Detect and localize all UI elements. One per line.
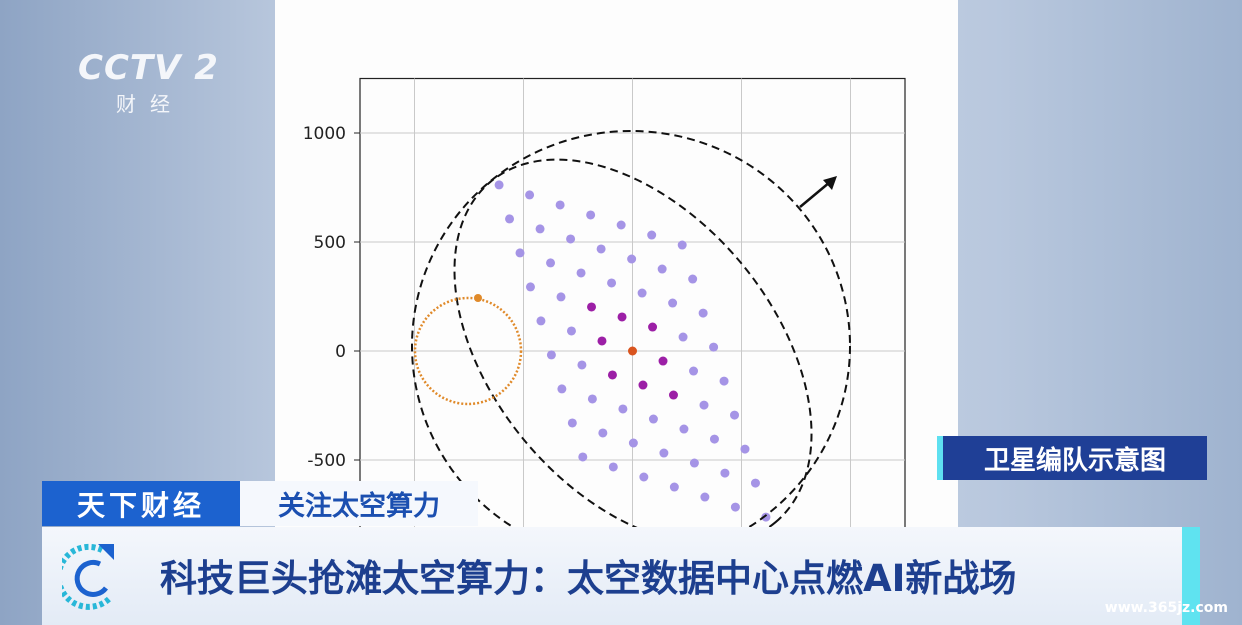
point [586,210,596,220]
point [750,478,760,488]
point [657,264,667,274]
point [505,214,515,224]
orange-dot [474,294,482,302]
point [617,312,627,322]
y-tick-label: 500 [314,233,346,253]
chart-caption: 卫星编队示意图 [937,436,1207,480]
point [607,370,617,380]
point [677,240,687,250]
point [546,258,556,268]
point [689,458,699,468]
point [567,418,577,428]
logo: CCTV 2 财经 [78,48,219,117]
point [658,356,668,366]
point [648,414,658,424]
point [555,200,565,210]
point [525,190,535,200]
point [536,316,546,326]
point [709,342,719,352]
orange-circle [413,296,523,406]
point [587,394,597,404]
point [566,234,576,244]
point [546,350,556,360]
point [596,244,606,254]
headline-bar [42,527,1182,625]
program-tag: 天下财经 [42,481,240,526]
arrow-head [823,176,837,190]
point [679,424,689,434]
point [627,254,637,264]
point [678,332,688,342]
arrow [799,181,831,208]
point [566,326,576,336]
point [607,278,617,288]
point [698,308,708,318]
point [730,410,740,420]
point [587,302,597,312]
point [535,224,545,234]
y-tick-label: -500 [307,451,346,471]
point [647,230,657,240]
point [648,322,658,332]
point [709,434,719,444]
inner-ellipse [453,158,813,546]
point [668,298,678,308]
point [608,462,618,472]
point [525,282,535,292]
headline: 科技巨头抢滩太空算力：太空数据中心点燃AI新战场 [160,557,1017,600]
topic-tag: 关注太空算力 [240,481,478,526]
point [730,502,740,512]
point [700,492,710,502]
point [740,444,750,454]
point [669,482,679,492]
point [720,468,730,478]
point [577,360,587,370]
point [639,472,649,482]
point [597,336,607,346]
point [688,274,698,284]
point [689,366,699,376]
point [598,428,608,438]
point [515,248,525,258]
channel-logo: CCTV 2 [78,48,219,88]
point [576,268,586,278]
point [638,380,648,390]
headline-accent [1182,527,1200,625]
point [494,180,504,190]
point [616,220,626,230]
watermark: www.365jz.com [1104,600,1228,616]
y-tick-label: 0 [335,342,346,362]
y-tick-label: 1000 [303,124,346,144]
point [628,346,637,356]
point [699,400,709,410]
point [659,448,669,458]
point [637,288,647,298]
point [668,390,678,400]
point [578,452,588,462]
point [628,438,638,448]
point [719,376,729,386]
point [618,404,628,414]
program-icon [62,543,114,610]
channel-name: 财经 [116,92,184,116]
point [761,512,771,522]
point [557,384,567,394]
point [556,292,566,302]
